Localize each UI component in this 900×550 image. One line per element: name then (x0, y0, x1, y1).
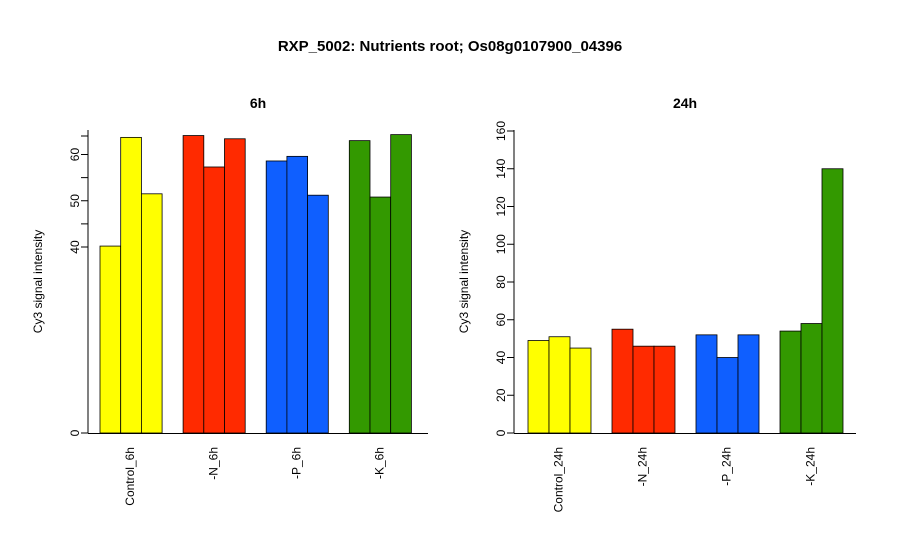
bar (632, 345, 655, 434)
panel-6h: 6h Cy3 signal intensity 0 40 50 60 Control_6h -… (31, 95, 428, 506)
bar (182, 135, 205, 434)
bar (99, 245, 122, 434)
bar (348, 140, 371, 434)
y-tick-label: 140 (494, 158, 508, 178)
bar (716, 357, 739, 434)
bar (224, 138, 246, 434)
bar (369, 196, 392, 434)
x-tick-label: Control_6h (123, 447, 137, 506)
y-tick-label: 120 (494, 196, 508, 216)
bar (140, 193, 163, 434)
panel-title: 24h (673, 95, 697, 111)
x-tick-label: -N_6h (206, 447, 220, 480)
bar (569, 347, 592, 434)
y-tick-label: 20 (494, 388, 508, 402)
bar (737, 334, 760, 434)
y-tick-label: 40 (494, 351, 508, 365)
bar (779, 330, 802, 434)
y-axis-label: Cy3 signal intensity (31, 230, 45, 333)
y-tick-label: 60 (68, 148, 82, 162)
x-tick-label: -K_6h (373, 447, 387, 479)
y-tick-label: 0 (68, 429, 82, 436)
bar (821, 168, 844, 434)
x-tick-label: Control_24h (552, 447, 566, 512)
bar (307, 194, 329, 434)
bar (548, 336, 571, 434)
y-axis-label: Cy3 signal intensity (457, 230, 471, 333)
x-tick-label: -P_6h (289, 447, 303, 479)
y-tick-label: 50 (68, 194, 82, 208)
main-title: RXP_5002: Nutrients root; Os08g0107900_0… (277, 38, 623, 55)
bar (653, 345, 676, 434)
bar (390, 134, 412, 434)
y-tick-label: 60 (494, 313, 508, 327)
y-tick-label: 80 (494, 275, 508, 289)
bar (203, 166, 225, 434)
bar (611, 328, 634, 434)
x-tick-label: -N_24h (636, 447, 650, 486)
bar (695, 334, 718, 434)
bar (527, 340, 550, 434)
panel-24h: 24h Cy3 signal intensity 0 20 40 60 80 100 120 14… (457, 95, 856, 512)
y-tick-label: 160 (494, 121, 508, 141)
bar (265, 160, 288, 434)
y-tick-label: 0 (494, 429, 508, 436)
bar (800, 323, 823, 434)
y-tick-label: 100 (494, 234, 508, 254)
bar (120, 136, 142, 434)
x-tick-label: -P_24h (720, 447, 734, 486)
y-tick-label: 40 (68, 240, 82, 254)
bar (286, 155, 308, 434)
x-tick-label: -K_24h (804, 447, 818, 486)
panel-title: 6h (250, 95, 266, 111)
